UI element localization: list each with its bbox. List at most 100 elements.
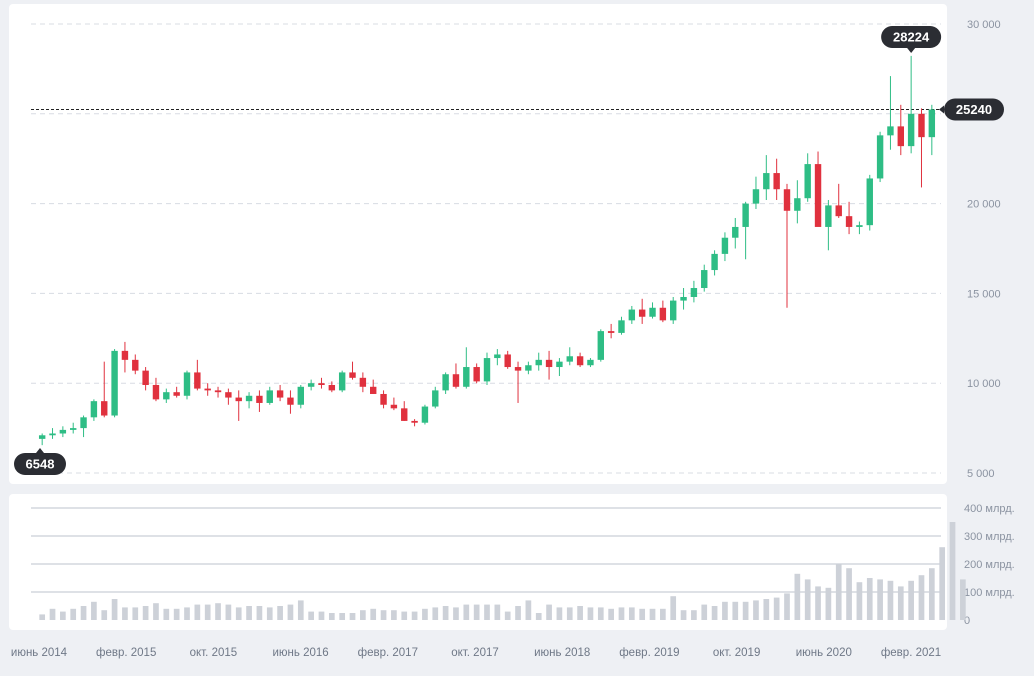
candle-body — [266, 390, 273, 403]
candle-body — [411, 420, 418, 423]
candle-body — [525, 365, 532, 371]
volume-tick-label: 100 млрд. — [964, 587, 1015, 599]
volume-bar — [649, 608, 656, 620]
x-tick-label: июнь 2020 — [796, 647, 852, 659]
candle-body — [318, 383, 325, 385]
volume-bar — [918, 575, 925, 620]
x-tick-label: февр. 2015 — [96, 647, 156, 659]
candle-body — [111, 350, 118, 416]
candle-body — [297, 386, 304, 405]
max-price-badge: 28224 — [881, 26, 942, 53]
volume-bar — [49, 608, 56, 620]
volume-bar — [360, 610, 366, 620]
candle-body — [452, 374, 460, 387]
candle-body — [204, 388, 211, 391]
candle-body — [214, 390, 222, 393]
volume-bar — [908, 580, 914, 620]
candle-body — [566, 356, 573, 362]
volume-chart-panel: 0 100 млрд. 200 млрд. 300 млрд. 400 млрд. — [9, 494, 1015, 630]
volume-bar — [835, 564, 842, 620]
volume-tick-label: 200 млрд. — [964, 559, 1015, 571]
volume-bar — [856, 582, 863, 620]
candle-body — [773, 173, 780, 190]
candle-body — [235, 397, 242, 402]
candle-body — [194, 372, 201, 389]
candle-body — [370, 386, 377, 394]
volume-bar — [349, 613, 356, 620]
volume-bar — [391, 610, 397, 620]
volume-bar — [204, 604, 211, 620]
candle-body — [287, 397, 294, 405]
volume-bar — [587, 607, 594, 620]
volume-bar — [535, 613, 542, 620]
candle-body — [587, 359, 594, 366]
y-tick-label: 15 000 — [967, 288, 1001, 300]
candle-body — [804, 164, 811, 199]
candle-body — [752, 189, 760, 204]
candle-body — [473, 367, 480, 382]
candle-body — [670, 300, 677, 321]
x-tick-label: окт. 2019 — [713, 647, 761, 659]
volume-bar — [846, 568, 852, 620]
candle-body — [80, 417, 87, 429]
x-tick-label: февр. 2017 — [358, 647, 418, 659]
x-tick-label: июнь 2016 — [273, 647, 329, 659]
candle-body — [101, 401, 108, 416]
volume-bar — [773, 597, 780, 620]
volume-bar — [608, 608, 614, 620]
volume-bar — [732, 601, 739, 620]
volume-bar — [163, 608, 170, 620]
volume-bar — [111, 599, 118, 620]
candle-body — [783, 189, 791, 211]
candle-body — [535, 359, 542, 366]
volume-bar — [235, 607, 242, 620]
volume-bar — [628, 607, 635, 620]
volume-bar — [504, 611, 511, 620]
volume-bar — [546, 604, 552, 620]
volume-bar — [380, 610, 387, 620]
candle-body — [121, 350, 129, 360]
volume-tick-label: 0 — [964, 615, 970, 627]
volume-bar — [556, 607, 563, 620]
volume-bar — [442, 606, 449, 620]
y-tick-label: 30 000 — [967, 19, 1001, 31]
candle-body — [276, 390, 284, 398]
volume-bar — [184, 607, 190, 620]
candle-body — [794, 198, 801, 211]
candle-body — [680, 296, 687, 301]
candle-body — [514, 367, 522, 371]
candle-body — [483, 358, 491, 382]
volume-bar — [484, 604, 490, 620]
candle-body — [876, 135, 884, 179]
max-price-badge-text: 28224 — [893, 30, 930, 45]
volume-bar — [722, 601, 728, 620]
candle-body — [49, 433, 56, 436]
candle-body — [556, 361, 563, 368]
candle-body — [70, 428, 77, 430]
candle-body — [432, 390, 439, 407]
candle-body — [349, 372, 356, 378]
volume-bar — [256, 606, 263, 620]
candle-body — [59, 429, 67, 434]
candle-body — [866, 178, 873, 226]
volume-bar — [225, 604, 232, 620]
volume-bar — [887, 580, 894, 620]
candle-body — [618, 320, 625, 333]
volume-bar — [370, 608, 377, 620]
volume-tick-label: 400 млрд. — [964, 503, 1015, 515]
volume-bar — [463, 604, 470, 620]
candle-body — [597, 331, 604, 360]
volume-bar — [153, 603, 159, 620]
candle-body — [649, 307, 656, 317]
volume-bar — [80, 606, 87, 620]
volume-bar — [515, 606, 521, 620]
min-price-badge-pointer — [36, 448, 44, 453]
volume-chart[interactable]: 0 100 млрд. 200 млрд. 300 млрд. 400 млрд. — [9, 494, 1015, 630]
volume-bar — [804, 579, 811, 620]
volume-bar — [318, 611, 325, 620]
volume-bar — [70, 608, 77, 620]
candle-body — [421, 406, 429, 423]
volume-bar — [494, 604, 501, 620]
